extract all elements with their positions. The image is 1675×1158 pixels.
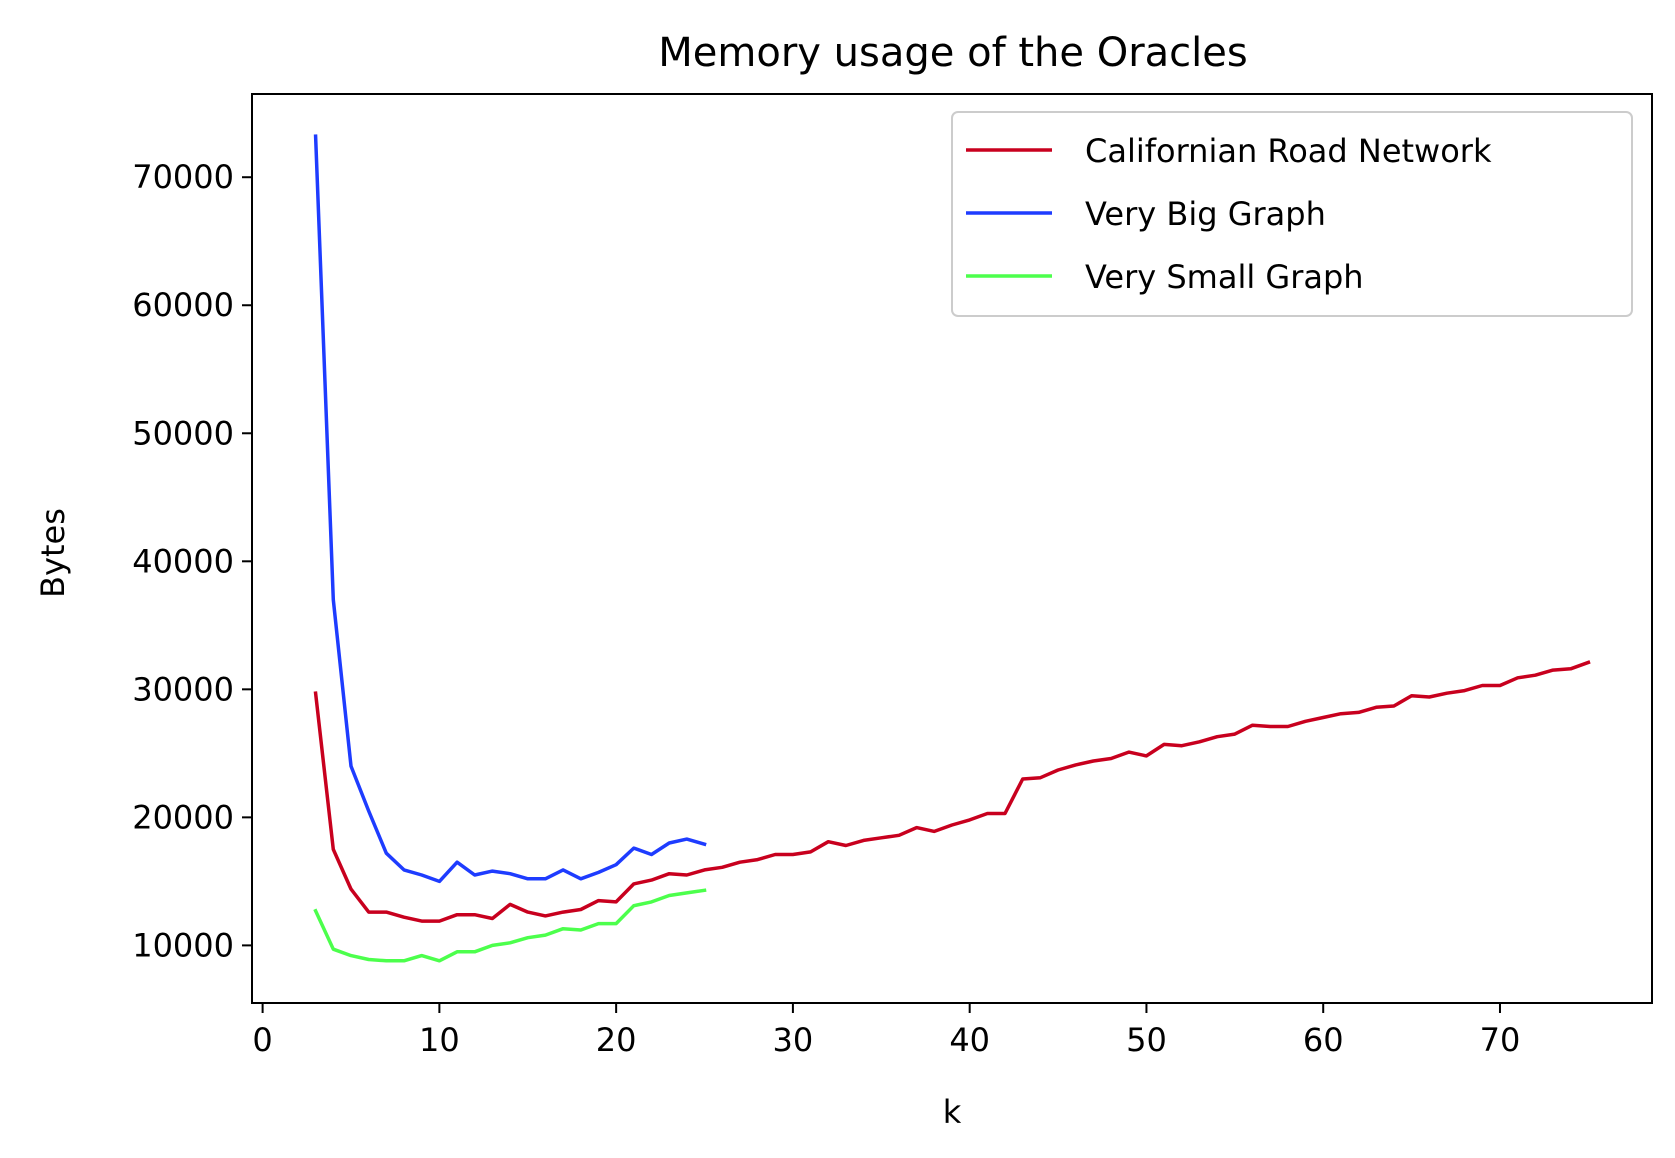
legend-label: Very Big Graph — [1085, 195, 1326, 233]
plot-area — [313, 134, 1591, 963]
series-line-very-big-graph — [313, 134, 707, 884]
y-axis-label: Bytes — [34, 508, 72, 598]
y-tick-label: 50000 — [132, 414, 234, 452]
y-tick-label: 60000 — [132, 286, 234, 324]
legend-label: Californian Road Network — [1085, 132, 1492, 170]
x-tick-label: 10 — [419, 1021, 460, 1059]
y-tick-label: 10000 — [132, 926, 234, 964]
x-tick-label: 50 — [1126, 1021, 1167, 1059]
axes-frame — [251, 93, 1653, 1004]
x-tick-label: 70 — [1480, 1021, 1521, 1059]
x-tick-label: 40 — [949, 1021, 990, 1059]
legend-label: Very Small Graph — [1085, 258, 1364, 296]
y-tick-label: 70000 — [132, 158, 234, 196]
chart-title: Memory usage of the Oracles — [658, 30, 1247, 76]
x-axis: 0 10 20 30 40 50 60 70 — [252, 1003, 1520, 1059]
y-tick-label: 40000 — [132, 542, 234, 580]
x-axis-label: k — [943, 1093, 962, 1131]
series-line-californian-road-network — [313, 660, 1591, 923]
x-tick-label: 0 — [252, 1021, 272, 1059]
y-tick-label: 30000 — [132, 670, 234, 708]
x-tick-label: 60 — [1303, 1021, 1344, 1059]
legend: Californian Road Network Very Big Graph Ve… — [951, 111, 1633, 317]
legend-box — [951, 111, 1633, 317]
x-tick-label: 20 — [596, 1021, 637, 1059]
y-axis: 10000 20000 30000 40000 50000 60000 70000 — [132, 158, 252, 964]
series-line-very-small-graph — [313, 888, 707, 963]
x-tick-label: 30 — [773, 1021, 814, 1059]
y-tick-label: 20000 — [132, 798, 234, 836]
